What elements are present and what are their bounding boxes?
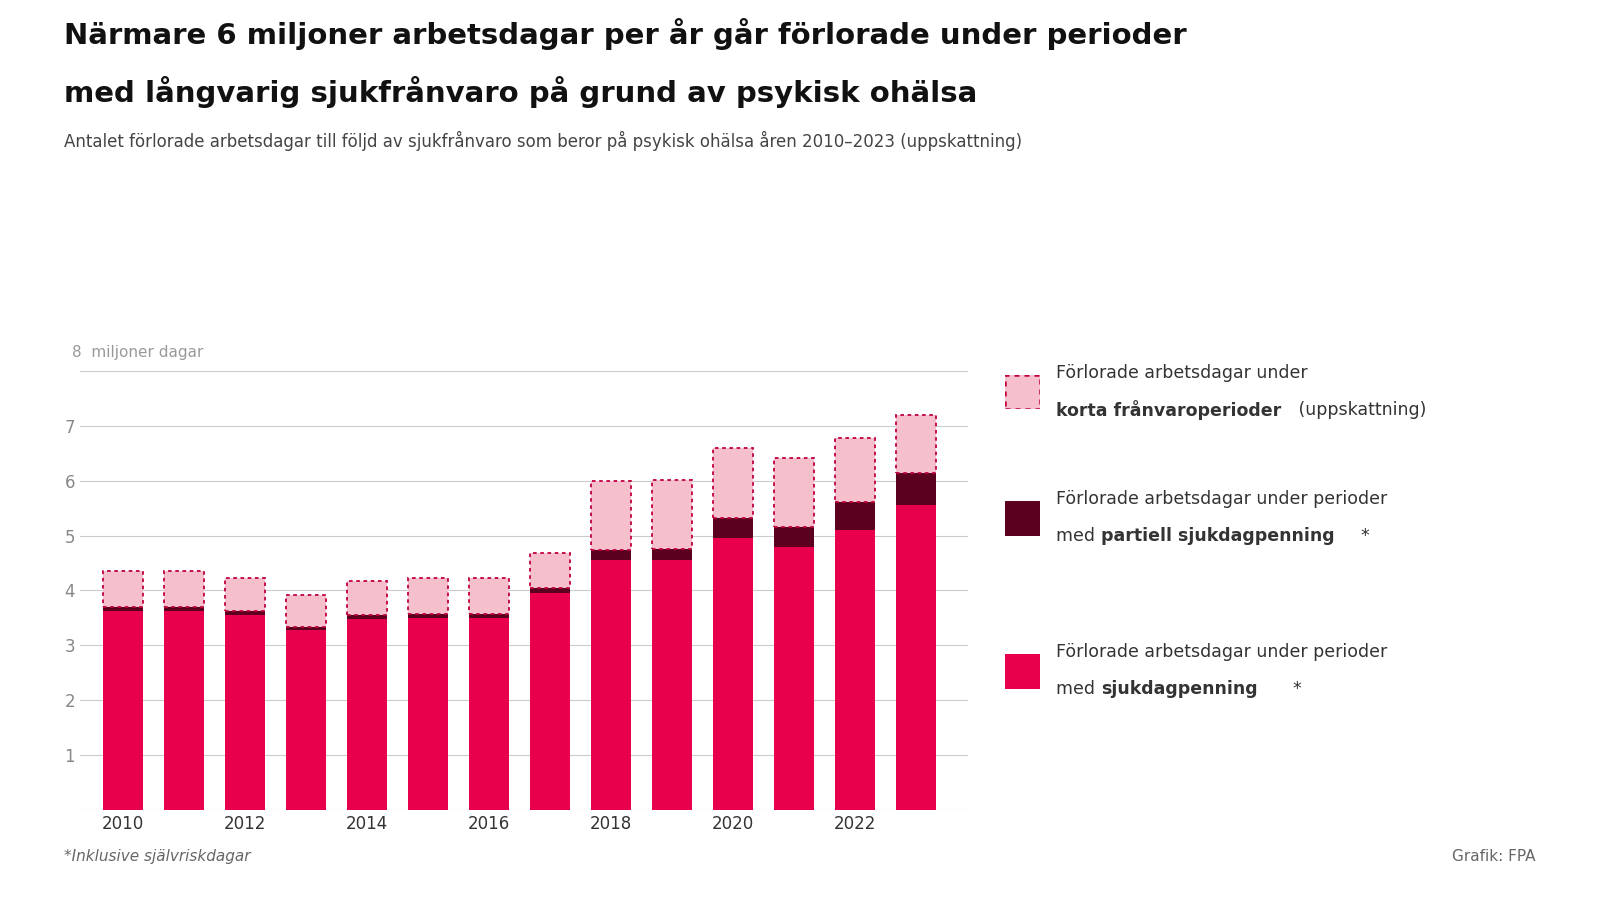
Bar: [286, 626, 326, 630]
Text: (uppskattning): (uppskattning): [1293, 401, 1426, 419]
Text: Närmare 6 miljoner arbetsdagar per år går förlorade under perioder: Närmare 6 miljoner arbetsdagar per år gå…: [64, 18, 1187, 50]
Bar: [653, 480, 691, 549]
Text: *: *: [1360, 527, 1368, 545]
Bar: [530, 554, 570, 588]
Bar: [530, 554, 570, 588]
Bar: [590, 481, 630, 551]
Bar: [653, 549, 691, 561]
Text: Antalet förlorade arbetsdagar till följd av sjukfrånvaro som beror på psykisk oh: Antalet förlorade arbetsdagar till följd…: [64, 130, 1022, 150]
Bar: [835, 438, 875, 501]
Bar: [347, 619, 387, 810]
Text: med: med: [1056, 680, 1101, 698]
Bar: [102, 572, 142, 607]
Bar: [286, 595, 326, 626]
Text: Förlorade arbetsdagar under perioder: Förlorade arbetsdagar under perioder: [1056, 490, 1387, 508]
Text: 8  miljoner dagar: 8 miljoner dagar: [72, 346, 203, 360]
Bar: [896, 472, 936, 506]
Bar: [590, 561, 630, 810]
Bar: [286, 630, 326, 810]
Bar: [226, 579, 264, 611]
Bar: [469, 578, 509, 614]
Bar: [774, 458, 814, 527]
Bar: [347, 581, 387, 616]
Text: sjukdagpenning: sjukdagpenning: [1101, 680, 1258, 698]
Text: Grafik: FPA: Grafik: FPA: [1453, 849, 1536, 864]
Bar: [530, 588, 570, 593]
Bar: [163, 572, 203, 607]
Bar: [347, 581, 387, 616]
Bar: [653, 480, 691, 549]
Bar: [163, 607, 203, 611]
Bar: [347, 616, 387, 619]
Bar: [163, 611, 203, 810]
Bar: [226, 616, 264, 810]
Bar: [774, 527, 814, 546]
Bar: [896, 415, 936, 473]
Bar: [163, 572, 203, 607]
Bar: [714, 448, 754, 518]
Bar: [469, 614, 509, 618]
Bar: [774, 458, 814, 527]
Bar: [226, 611, 264, 616]
Text: partiell sjukdagpenning: partiell sjukdagpenning: [1101, 527, 1334, 545]
Bar: [653, 561, 691, 810]
Bar: [835, 438, 875, 501]
Bar: [408, 579, 448, 614]
Text: *Inklusive självriskdagar: *Inklusive självriskdagar: [64, 849, 251, 864]
Bar: [530, 593, 570, 810]
Bar: [896, 506, 936, 810]
Bar: [714, 538, 754, 810]
Bar: [408, 579, 448, 614]
Bar: [408, 618, 448, 810]
Bar: [102, 572, 142, 607]
Text: *: *: [1293, 680, 1301, 698]
Text: Förlorade arbetsdagar under: Förlorade arbetsdagar under: [1056, 364, 1307, 382]
Bar: [896, 415, 936, 473]
Text: Förlorade arbetsdagar under perioder: Förlorade arbetsdagar under perioder: [1056, 643, 1387, 661]
Text: med: med: [1056, 527, 1101, 545]
Text: med långvarig sjukfrånvaro på grund av psykisk ohälsa: med långvarig sjukfrånvaro på grund av p…: [64, 76, 978, 109]
Bar: [102, 607, 142, 611]
Bar: [835, 501, 875, 530]
Bar: [835, 530, 875, 810]
Text: korta frånvaroperioder: korta frånvaroperioder: [1056, 400, 1282, 420]
Bar: [469, 618, 509, 810]
Bar: [590, 551, 630, 561]
Bar: [714, 518, 754, 538]
Bar: [590, 481, 630, 551]
Bar: [226, 579, 264, 611]
Bar: [469, 578, 509, 614]
Bar: [408, 614, 448, 618]
Bar: [774, 546, 814, 810]
Bar: [286, 595, 326, 626]
Bar: [102, 611, 142, 810]
Bar: [714, 448, 754, 518]
